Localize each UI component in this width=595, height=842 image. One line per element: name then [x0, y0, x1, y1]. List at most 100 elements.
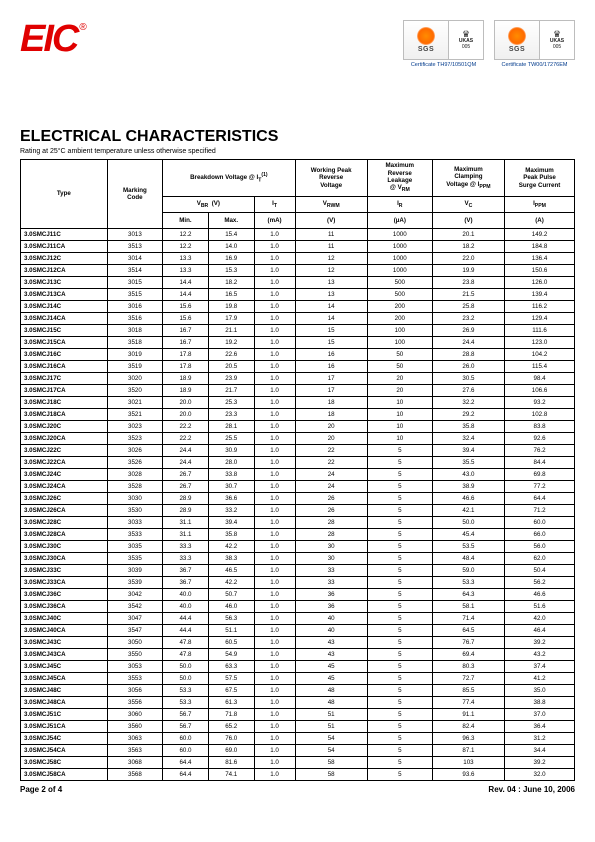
cell-it: 1.0: [254, 517, 295, 529]
cell-type: 3.0SMCJ17C: [21, 373, 108, 385]
cell-max: 21.7: [208, 385, 254, 397]
cell-type: 3.0SMCJ22CA: [21, 457, 108, 469]
cell-ippm: 46.4: [505, 625, 575, 637]
hdr-vc: VC: [432, 197, 504, 213]
cell-ippm: 83.8: [505, 421, 575, 433]
cell-code: 3019: [107, 349, 162, 361]
cell-ippm: 60.0: [505, 517, 575, 529]
table-row: 3.0SMCJ24CA352826.730.71.024538.977.2: [21, 481, 575, 493]
cell-ir: 50: [367, 349, 432, 361]
cell-min: 28.9: [163, 505, 209, 517]
cell-it: 1.0: [254, 253, 295, 265]
cell-min: 26.7: [163, 469, 209, 481]
hdr-mpps: Maximum Peak Pulse Surge Current: [505, 160, 575, 197]
cell-code: 3047: [107, 613, 162, 625]
cell-ippm: 115.4: [505, 361, 575, 373]
cell-ir: 5: [367, 553, 432, 565]
cell-vc: 42.1: [432, 505, 504, 517]
cell-vc: 28.8: [432, 349, 504, 361]
cell-ippm: 39.2: [505, 637, 575, 649]
cell-type: 3.0SMCJ33C: [21, 565, 108, 577]
cell-type: 3.0SMCJ48C: [21, 685, 108, 697]
table-row: 3.0SMCJ40C304744.456.31.040571.442.0: [21, 613, 575, 625]
cell-it: 1.0: [254, 625, 295, 637]
cell-it: 1.0: [254, 493, 295, 505]
cell-code: 3526: [107, 457, 162, 469]
cell-max: 30.9: [208, 445, 254, 457]
cell-it: 1.0: [254, 649, 295, 661]
cell-vc: 24.4: [432, 337, 504, 349]
cell-ir: 1000: [367, 241, 432, 253]
hdr-ippm: IPPM: [505, 197, 575, 213]
cell-max: 22.6: [208, 349, 254, 361]
cell-max: 60.5: [208, 637, 254, 649]
cell-type: 3.0SMCJ13C: [21, 277, 108, 289]
cell-max: 35.8: [208, 529, 254, 541]
cell-type: 3.0SMCJ24CA: [21, 481, 108, 493]
cell-min: 50.0: [163, 661, 209, 673]
header: EIC ® SGS ♛ UKAS 005 Certificate TH97/10…: [20, 20, 575, 98]
table-row: 3.0SMCJ58C306864.481.61.058510339.2: [21, 757, 575, 769]
cell-ippm: 64.4: [505, 493, 575, 505]
table-row: 3.0SMCJ54C306360.076.01.054596.331.2: [21, 733, 575, 745]
cell-type: 3.0SMCJ11CA: [21, 241, 108, 253]
cell-ippm: 102.8: [505, 409, 575, 421]
cell-ir: 100: [367, 325, 432, 337]
cell-type: 3.0SMCJ16C: [21, 349, 108, 361]
cell-code: 3520: [107, 385, 162, 397]
cell-ir: 5: [367, 685, 432, 697]
hdr-v2: (V): [432, 213, 504, 229]
sun-icon: [417, 27, 435, 45]
table-row: 3.0SMCJ12C301413.316.91.012100022.0136.4: [21, 253, 575, 265]
cell-it: 1.0: [254, 433, 295, 445]
cell-ir: 5: [367, 709, 432, 721]
cell-code: 3053: [107, 661, 162, 673]
cell-code: 3539: [107, 577, 162, 589]
table-row: 3.0SMCJ14C301615.619.81.01420025.8116.2: [21, 301, 575, 313]
table-row: 3.0SMCJ30CA353533.338.31.030548.462.0: [21, 553, 575, 565]
ukas-badge-2: ♛ UKAS 005: [540, 21, 574, 59]
cell-vrwm: 48: [295, 697, 367, 709]
cell-ir: 5: [367, 661, 432, 673]
cell-vrwm: 18: [295, 409, 367, 421]
cell-code: 3535: [107, 553, 162, 565]
cell-code: 3068: [107, 757, 162, 769]
cell-vc: 32.2: [432, 397, 504, 409]
cell-min: 14.4: [163, 277, 209, 289]
cell-type: 3.0SMCJ28C: [21, 517, 108, 529]
cell-min: 31.1: [163, 517, 209, 529]
cell-max: 19.2: [208, 337, 254, 349]
cell-code: 3018: [107, 325, 162, 337]
cell-type: 3.0SMCJ24C: [21, 469, 108, 481]
page: EIC ® SGS ♛ UKAS 005 Certificate TH97/10…: [0, 0, 595, 842]
cell-type: 3.0SMCJ48CA: [21, 697, 108, 709]
table-row: 3.0SMCJ45CA355350.057.51.045572.741.2: [21, 673, 575, 685]
cell-code: 3030: [107, 493, 162, 505]
cell-max: 14.0: [208, 241, 254, 253]
table-row: 3.0SMCJ51CA356056.765.21.051582.436.4: [21, 721, 575, 733]
cell-vrwm: 22: [295, 445, 367, 457]
cell-vrwm: 58: [295, 757, 367, 769]
table-row: 3.0SMCJ33CA353936.742.21.033553.356.2: [21, 577, 575, 589]
cell-vrwm: 48: [295, 685, 367, 697]
cell-code: 3547: [107, 625, 162, 637]
cell-vrwm: 40: [295, 625, 367, 637]
cell-ippm: 51.6: [505, 601, 575, 613]
cell-it: 1.0: [254, 313, 295, 325]
cell-vrwm: 40: [295, 613, 367, 625]
cell-vc: 25.8: [432, 301, 504, 313]
cell-max: 28.0: [208, 457, 254, 469]
hdr-marking: Marking Code: [107, 160, 162, 229]
cell-type: 3.0SMCJ54CA: [21, 745, 108, 757]
cell-it: 1.0: [254, 685, 295, 697]
cell-vc: 96.3: [432, 733, 504, 745]
table-row: 3.0SMCJ26CA353028.933.21.026542.171.2: [21, 505, 575, 517]
table-row: 3.0SMCJ12CA351413.315.31.012100019.9150.…: [21, 265, 575, 277]
cell-code: 3568: [107, 769, 162, 781]
cell-vc: 87.1: [432, 745, 504, 757]
cell-ippm: 93.2: [505, 397, 575, 409]
cell-max: 42.2: [208, 541, 254, 553]
cell-ippm: 38.8: [505, 697, 575, 709]
cell-vc: 93.6: [432, 769, 504, 781]
cell-min: 33.3: [163, 553, 209, 565]
